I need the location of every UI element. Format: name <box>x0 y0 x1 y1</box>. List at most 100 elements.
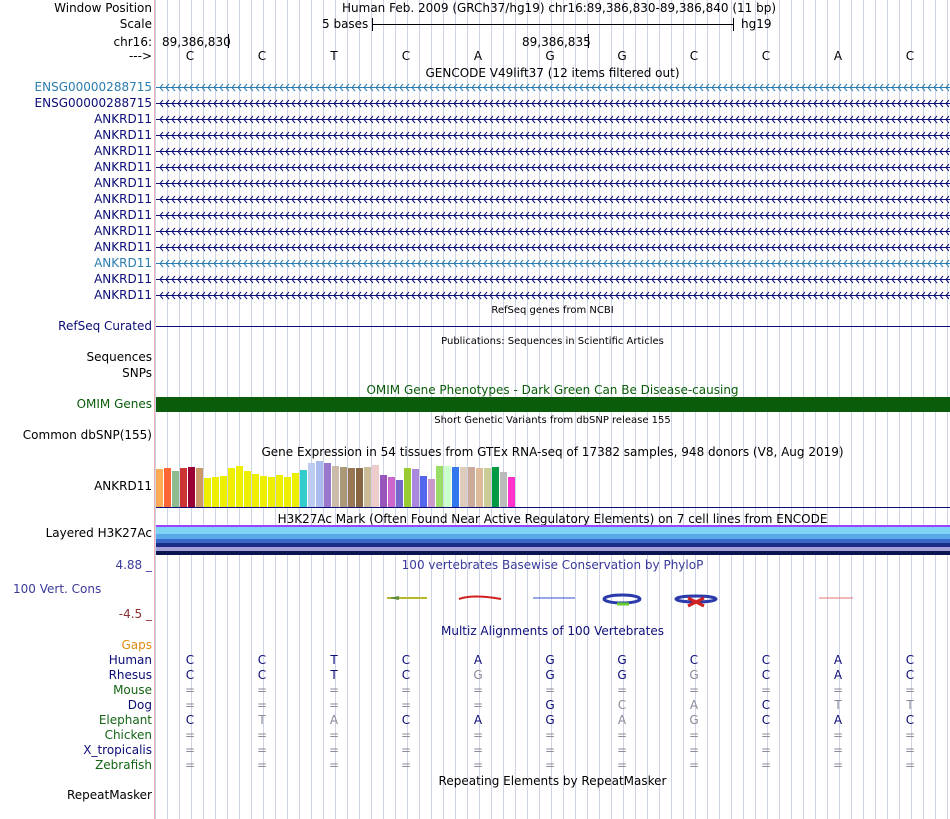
gtex-tissue-bar[interactable] <box>196 468 203 507</box>
h3k27ac-label[interactable]: Layered H3K27Ac <box>45 526 152 540</box>
gtex-tissue-bar[interactable] <box>420 476 427 507</box>
omim-feature[interactable] <box>156 397 950 412</box>
gtex-tissue-bar[interactable] <box>452 467 459 507</box>
gtex-tissue-bar[interactable] <box>156 469 163 507</box>
gencode-gene-label[interactable]: ANKRD11 <box>94 224 152 238</box>
gtex-tissue-bar[interactable] <box>500 472 507 507</box>
gtex-tissue-bar[interactable] <box>476 468 483 507</box>
gtex-bars[interactable] <box>156 461 556 507</box>
reference-base: G <box>545 49 555 63</box>
gtex-tissue-bar[interactable] <box>172 471 179 507</box>
refseq-label[interactable]: RefSeq Curated <box>58 319 152 333</box>
gtex-tissue-bar[interactable] <box>228 468 235 507</box>
gencode-gene-feature[interactable] <box>156 208 950 223</box>
gencode-gene-feature[interactable] <box>156 176 950 191</box>
h3k27ac-layer <box>156 543 950 547</box>
gtex-tissue-bar[interactable] <box>252 474 259 507</box>
multiz-species-label[interactable]: Mouse <box>113 683 152 697</box>
omim-label[interactable]: OMIM Genes <box>76 397 152 411</box>
repeatmasker-label[interactable]: RepeatMasker <box>66 788 152 802</box>
multiz-base: = <box>328 683 340 697</box>
multiz-species-label[interactable]: Chicken <box>104 728 152 742</box>
gtex-tissue-bar[interactable] <box>428 479 435 507</box>
gtex-tissue-bar[interactable] <box>372 465 379 507</box>
gtex-tissue-bar[interactable] <box>380 475 387 507</box>
gencode-gene-label[interactable]: ANKRD11 <box>94 208 152 222</box>
gencode-gene-label[interactable]: ANKRD11 <box>94 160 152 174</box>
gencode-gene-feature[interactable] <box>156 80 950 95</box>
gencode-gene-label[interactable]: ENSG00000288715 <box>34 80 152 94</box>
gtex-tissue-bar[interactable] <box>492 467 499 507</box>
multiz-species-label[interactable]: X_tropicalis <box>83 743 152 757</box>
h3k27ac-layers[interactable] <box>156 525 950 555</box>
gtex-tissue-bar[interactable] <box>164 468 171 507</box>
phylop-label[interactable]: 100 Vert. Cons <box>13 582 102 596</box>
gencode-gene-label[interactable]: ANKRD11 <box>94 272 152 286</box>
gencode-gene-label[interactable]: ANKRD11 <box>94 240 152 254</box>
gtex-tissue-bar[interactable] <box>188 467 195 507</box>
gtex-tissue-bar[interactable] <box>308 463 315 507</box>
gtex-tissue-bar[interactable] <box>388 477 395 507</box>
gtex-tissue-bar[interactable] <box>180 468 187 507</box>
gtex-tissue-bar[interactable] <box>220 476 227 507</box>
gtex-tissue-bar[interactable] <box>396 480 403 507</box>
gencode-gene-feature[interactable] <box>156 288 950 303</box>
gencode-gene-feature[interactable] <box>156 192 950 207</box>
gencode-gene-label[interactable]: ANKRD11 <box>94 128 152 142</box>
gaps-label[interactable]: Gaps <box>121 638 152 652</box>
multiz-species-label[interactable]: Elephant <box>98 713 152 727</box>
gtex-tissue-bar[interactable] <box>468 467 475 507</box>
gencode-gene-label[interactable]: ANKRD11 <box>94 256 152 270</box>
gencode-gene-feature[interactable] <box>156 224 950 239</box>
gencode-gene-label[interactable]: ANKRD11 <box>94 144 152 158</box>
multiz-species-label[interactable]: Dog <box>127 698 152 712</box>
gtex-tissue-bar[interactable] <box>300 470 307 507</box>
gencode-gene-label[interactable]: ANKRD11 <box>94 176 152 190</box>
gtex-tissue-bar[interactable] <box>364 467 371 507</box>
gtex-tissue-bar[interactable] <box>324 463 331 507</box>
gencode-gene-feature[interactable] <box>156 144 950 159</box>
phylop-wiggle[interactable] <box>155 590 950 612</box>
gencode-gene-feature[interactable] <box>156 96 950 111</box>
gtex-tissue-bar[interactable] <box>292 473 299 507</box>
gtex-tissue-bar[interactable] <box>284 477 291 507</box>
gencode-gene-feature[interactable] <box>156 256 950 271</box>
gencode-gene-feature[interactable] <box>156 112 950 127</box>
gtex-tissue-bar[interactable] <box>268 477 275 507</box>
gtex-tissue-bar[interactable] <box>444 466 451 507</box>
multiz-species-label[interactable]: Human <box>108 653 152 667</box>
gtex-tissue-bar[interactable] <box>348 468 355 507</box>
gencode-gene-feature[interactable] <box>156 240 950 255</box>
refseq-feature[interactable] <box>156 326 950 327</box>
gtex-tissue-bar[interactable] <box>276 475 283 507</box>
multiz-species-label[interactable]: Rhesus <box>108 668 152 682</box>
gencode-gene-label[interactable]: ENSG00000288715 <box>34 96 152 110</box>
gencode-gene-label[interactable]: ANKRD11 <box>94 288 152 302</box>
gencode-gene-feature[interactable] <box>156 160 950 175</box>
gencode-gene-feature[interactable] <box>156 128 950 143</box>
snps-label[interactable]: SNPs <box>122 366 152 380</box>
gtex-tissue-bar[interactable] <box>260 476 267 507</box>
gencode-gene-feature[interactable] <box>156 272 950 287</box>
gtex-tissue-bar[interactable] <box>484 468 491 507</box>
gtex-tissue-bar[interactable] <box>412 469 419 507</box>
gtex-label[interactable]: ANKRD11 <box>94 479 152 493</box>
gtex-tissue-bar[interactable] <box>508 477 515 507</box>
multiz-base: = <box>256 683 268 697</box>
gencode-gene-label[interactable]: ANKRD11 <box>94 112 152 126</box>
gtex-tissue-bar[interactable] <box>212 477 219 507</box>
gtex-tissue-bar[interactable] <box>332 466 339 507</box>
sequences-label[interactable]: Sequences <box>86 350 152 364</box>
gtex-tissue-bar[interactable] <box>356 468 363 507</box>
gtex-tissue-bar[interactable] <box>204 478 211 507</box>
multiz-species-label[interactable]: Zebrafish <box>95 758 152 772</box>
gtex-tissue-bar[interactable] <box>236 466 243 507</box>
gtex-tissue-bar[interactable] <box>436 466 443 507</box>
gencode-gene-label[interactable]: ANKRD11 <box>94 192 152 206</box>
gtex-tissue-bar[interactable] <box>244 471 251 507</box>
gtex-tissue-bar[interactable] <box>340 467 347 507</box>
gtex-tissue-bar[interactable] <box>404 468 411 507</box>
gtex-tissue-bar[interactable] <box>316 461 323 507</box>
dbsnp-label[interactable]: Common dbSNP(155) <box>22 428 152 442</box>
gtex-tissue-bar[interactable] <box>460 467 467 507</box>
